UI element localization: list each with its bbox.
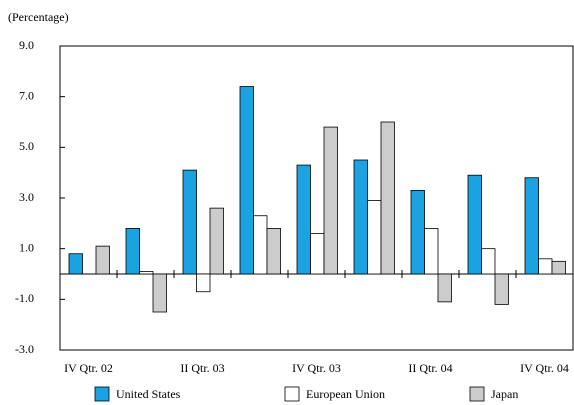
bar <box>139 271 154 275</box>
bar <box>353 159 368 275</box>
bar <box>551 260 566 275</box>
bar <box>323 126 338 275</box>
bar <box>95 245 110 275</box>
bar <box>524 177 539 275</box>
bar <box>494 273 509 305</box>
bar <box>424 227 439 275</box>
legend-swatch <box>284 386 300 402</box>
bar <box>467 174 482 275</box>
bar <box>239 86 254 275</box>
legend-swatch <box>94 386 110 402</box>
x-tick-label: II Qtr. 03 <box>180 361 224 375</box>
y-tick-label: -3.0 <box>15 342 34 356</box>
y-tick-label: 3.0 <box>19 190 34 204</box>
bar <box>152 273 167 313</box>
y-tick-label: 7.0 <box>19 88 34 102</box>
bar <box>410 189 425 275</box>
bar <box>538 258 553 275</box>
legend-label: Japan <box>491 387 518 401</box>
bar <box>68 253 83 275</box>
y-tick-label: -1.0 <box>15 291 34 305</box>
y-tick-label: 1.0 <box>19 240 34 254</box>
bar <box>481 248 496 275</box>
x-tick-label: II Qtr. 04 <box>408 361 452 375</box>
bar <box>266 227 281 275</box>
x-tick-label: IV Qtr. 02 <box>64 361 113 375</box>
bar <box>367 200 382 275</box>
x-tick-label: IV Qtr. 04 <box>520 361 569 375</box>
bar <box>437 273 452 303</box>
x-tick-label: IV Qtr. 03 <box>292 361 341 375</box>
legend-swatch <box>469 386 485 402</box>
bar <box>196 273 211 293</box>
legend-label: European Union <box>306 387 385 401</box>
bar <box>182 169 197 275</box>
bar <box>209 207 224 275</box>
bar <box>380 121 395 275</box>
legend-label: United States <box>116 387 181 401</box>
bar <box>310 233 325 275</box>
bar <box>253 215 268 275</box>
y-tick-label: 5.0 <box>19 139 34 153</box>
bar <box>296 164 311 275</box>
y-tick-label: 9.0 <box>19 38 34 52</box>
y-axis-label: (Percentage) <box>8 10 69 24</box>
bar <box>125 227 140 275</box>
